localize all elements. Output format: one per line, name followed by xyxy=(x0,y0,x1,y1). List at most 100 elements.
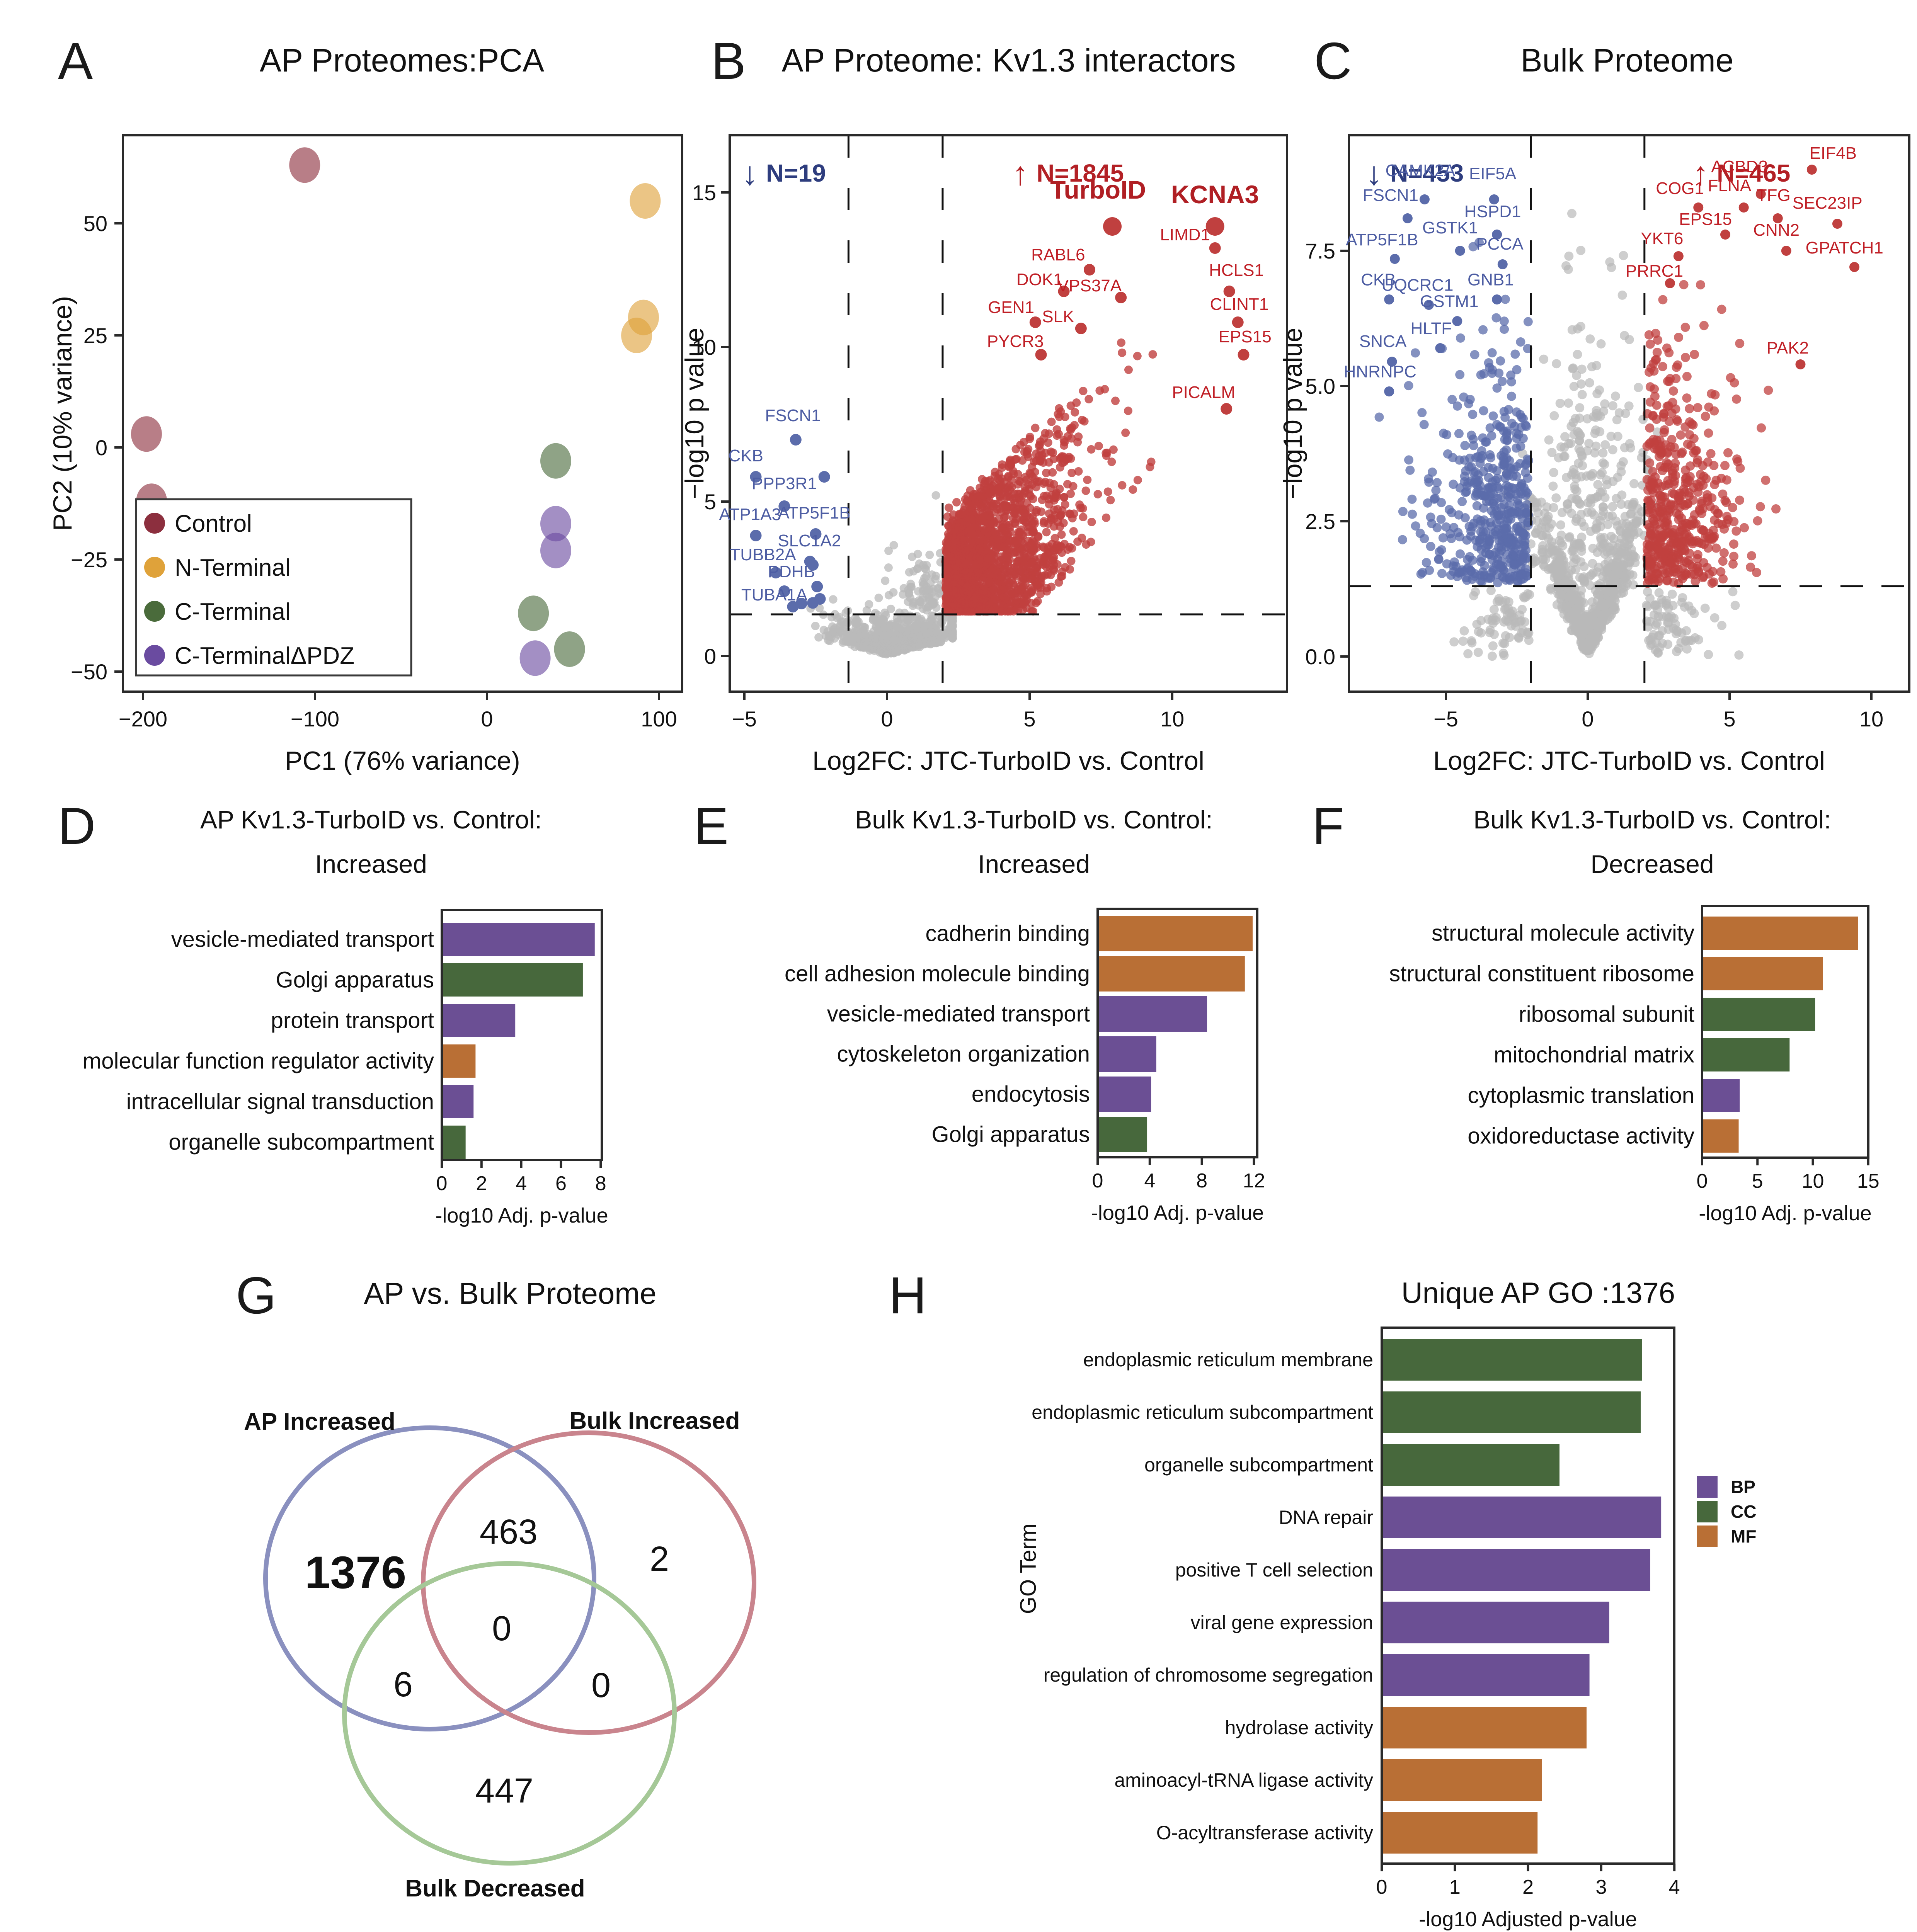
bar-label: mitochondrial matrix xyxy=(1494,1043,1694,1068)
threshold-lines xyxy=(1349,135,1909,692)
gene-label-HSPD1: HSPD1 xyxy=(1464,202,1521,221)
pca-point xyxy=(630,183,661,219)
gene-point xyxy=(750,530,762,541)
gene-label-GNB1: GNB1 xyxy=(1468,270,1514,289)
gene-label-UQCRC1: UQCRC1 xyxy=(1382,276,1454,295)
x-tick-label: 12 xyxy=(1243,1170,1265,1192)
bar-organelle-subcompartment xyxy=(442,1126,466,1159)
panel-h-letter: H xyxy=(889,1266,927,1325)
gene-label-CKB: CKB xyxy=(1361,270,1396,289)
gene-point xyxy=(807,597,819,609)
gene-label-TFG: TFG xyxy=(1757,186,1791,205)
y-tick-label: 5 xyxy=(704,490,716,514)
gene-point xyxy=(1029,316,1041,328)
pca-point xyxy=(289,147,320,183)
ap-volcano-plot: −5 0 5 10 0 5 10 15 Log2FC: JTC-TurboID vs. Cont… xyxy=(680,134,1288,776)
y-tick-label: 5.0 xyxy=(1305,374,1335,398)
bar-molecular-function-regulator-activity xyxy=(442,1044,476,1078)
legend-label: C-TerminalΔPDZ xyxy=(175,643,354,669)
up-count: N=465 xyxy=(1717,159,1790,187)
venn-count-ap-and-inc: 463 xyxy=(480,1513,538,1551)
panel-e-letter: E xyxy=(694,797,729,855)
gene-point xyxy=(1103,217,1122,236)
gene-point xyxy=(750,471,762,483)
bar-label: organelle subcompartment xyxy=(169,1130,434,1155)
gene-point xyxy=(778,500,790,512)
x-tick-label: 4 xyxy=(516,1172,527,1195)
gene-point xyxy=(1435,343,1445,353)
gene-label-ATP1A3: ATP1A3 xyxy=(719,505,781,524)
gene-point xyxy=(1665,278,1675,288)
x-tick-label: 0 xyxy=(481,707,493,731)
gene-point xyxy=(1205,217,1224,236)
panel-f-letter: F xyxy=(1312,797,1344,855)
up-arrow-icon: ↑ xyxy=(1692,155,1709,192)
bar-cell-adhesion-molecule-binding xyxy=(1098,956,1245,992)
pca-legend: Control N-Terminal C-Terminal C-TerminalΔPD… xyxy=(135,498,412,677)
venn-count-inc-and-dec: 0 xyxy=(591,1666,611,1705)
legend-swatch xyxy=(144,645,165,666)
gene-label-KCNA3: KCNA3 xyxy=(1171,180,1259,209)
gene-point xyxy=(1238,349,1250,361)
bulk-volcano-plot: −5 0 5 10 0.0 2.5 5.0 7.5 Log2FC: JTC-TurboID vs… xyxy=(1278,134,1910,776)
pca-point xyxy=(554,631,585,667)
down-count: N=19 xyxy=(766,159,826,187)
bar-regulation-of-chromosome-segregation xyxy=(1382,1654,1590,1696)
ap-go-increased-bars: vesicle-mediated transport Golgi apparatu… xyxy=(83,909,608,1227)
bar-dna-repair xyxy=(1382,1497,1662,1538)
gray-cloud xyxy=(1449,209,1744,661)
venn-set-label: Bulk Increased xyxy=(569,1408,740,1434)
gene-label-YKT6: YKT6 xyxy=(1641,229,1683,248)
panel-a-letter: A xyxy=(58,32,93,90)
legend-label: C-Terminal xyxy=(175,599,291,625)
gene-point xyxy=(1384,294,1394,304)
bars xyxy=(442,923,595,1159)
down-count: N=453 xyxy=(1390,159,1464,187)
bar-endoplasmic-reticulum-subcompartment xyxy=(1382,1391,1641,1433)
y-axis: 0.0 2.5 5.0 7.5 xyxy=(1305,239,1349,669)
gene-point xyxy=(1806,165,1817,175)
x-tick-label: 5 xyxy=(1023,707,1035,731)
y-tick-label: 0.0 xyxy=(1305,645,1335,669)
gene-point xyxy=(1423,300,1434,310)
bulk-go-decreased-bars: structural molecule activity structural c… xyxy=(1389,905,1880,1225)
venn-count-inc-only: 2 xyxy=(650,1540,669,1578)
gene-point xyxy=(1772,213,1783,223)
bar-label: regulation of chromosome segregation xyxy=(1044,1664,1373,1686)
gene-point xyxy=(778,585,790,597)
x-axis-label: PC1 (76% variance) xyxy=(285,746,520,776)
x-axis-label: -log10 Adjusted p-value xyxy=(1419,1908,1637,1931)
pca-points xyxy=(131,147,661,676)
x-tick-label: 8 xyxy=(595,1172,606,1195)
go-category-legend: BP CC MF xyxy=(1697,1476,1756,1547)
legend-swatch xyxy=(144,557,165,578)
plot-box xyxy=(729,134,1288,693)
x-tick-label: 2 xyxy=(1522,1876,1534,1898)
gene-point xyxy=(1232,316,1244,328)
bar-mitochondrial-matrix xyxy=(1702,1038,1790,1071)
plot-box xyxy=(1348,134,1910,693)
x-tick-label: 6 xyxy=(555,1172,567,1195)
gene-label-GSTK1: GSTK1 xyxy=(1422,218,1478,237)
gene-point xyxy=(1693,202,1704,213)
bar-viral-gene-expression xyxy=(1382,1602,1609,1643)
legend-label: Control xyxy=(175,510,252,537)
gene-point xyxy=(770,567,782,578)
gene-point xyxy=(1384,386,1394,396)
bar-vesicle-mediated-transport xyxy=(442,923,595,956)
gene-point xyxy=(1223,286,1235,297)
gene-label-SEC23IP: SEC23IP xyxy=(1793,194,1863,213)
legend-label: N-Terminal xyxy=(175,554,291,581)
pca-point xyxy=(540,506,571,542)
pca-point xyxy=(131,416,162,452)
x-axis: 0 5 10 15 xyxy=(1697,1158,1880,1192)
x-tick-label: 100 xyxy=(641,707,677,731)
count-annotations: ↓ N=19 ↑ N=1845 xyxy=(742,155,1124,192)
x-tick-label: 15 xyxy=(1857,1170,1880,1192)
bar-label: cytoskeleton organization xyxy=(837,1042,1090,1067)
bar-label: vesicle-mediated transport xyxy=(171,927,434,952)
gene-label-HLTF: HLTF xyxy=(1410,319,1452,338)
panel-f-title-line1: Bulk Kv1.3-TurboID vs. Control: xyxy=(1473,805,1831,834)
panel-e-title-line1: Bulk Kv1.3-TurboID vs. Control: xyxy=(855,805,1213,834)
x-tick-label: −100 xyxy=(291,707,339,731)
